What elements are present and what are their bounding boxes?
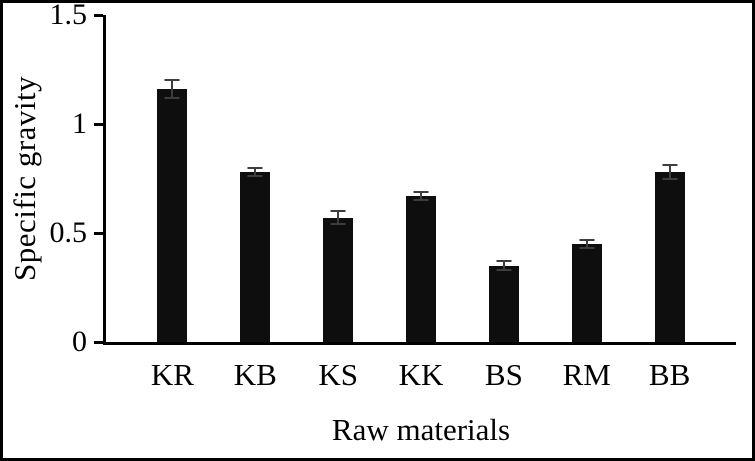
y-tick-mark — [94, 341, 103, 344]
bar-KS — [323, 217, 354, 342]
x-tick-label-KK: KK — [398, 357, 444, 392]
bar-cell-KB — [214, 15, 297, 342]
y-axis: 0 0.5 1 1.5 — [3, 3, 103, 357]
bar-cell-KR — [131, 15, 214, 342]
x-tick-label-BB: BB — [648, 357, 691, 392]
y-tick-label-0: 0 — [72, 325, 87, 358]
error-cap-bottom-BB — [662, 177, 678, 180]
error-bar-BS — [502, 261, 505, 271]
x-tick-label-KB: KB — [233, 357, 277, 392]
error-cap-bottom-RM — [579, 247, 595, 250]
error-cap-bottom-BS — [496, 269, 512, 272]
bar-cell-RM — [545, 15, 628, 342]
bar-RM — [571, 243, 602, 342]
error-bar-KK — [420, 191, 422, 201]
bar-cell-BB — [628, 15, 711, 342]
x-tick-label-KS: KS — [318, 357, 358, 392]
error-cap-top-RM — [579, 238, 595, 241]
bar-KB — [240, 171, 271, 342]
error-cap-bottom-KB — [247, 175, 263, 178]
y-tick-mark — [94, 231, 103, 235]
plot-area — [103, 15, 736, 345]
error-cap-top-KS — [330, 210, 346, 213]
y-tick-label-0.5: 0.5 — [49, 216, 88, 249]
bar-BS — [488, 265, 519, 342]
error-bar-BB — [668, 165, 671, 179]
error-cap-top-BB — [662, 164, 678, 167]
error-cap-top-KR — [164, 79, 180, 82]
y-tick-mark — [94, 122, 103, 126]
y-tick-mark — [94, 14, 103, 17]
bar-cell-KS — [297, 15, 380, 342]
bar-KK — [406, 195, 436, 342]
x-axis-title: Raw materials — [331, 412, 511, 447]
bar-cell-BS — [462, 15, 545, 342]
error-bar-RM — [585, 239, 588, 249]
error-cap-top-KK — [413, 190, 429, 193]
x-axis-labels: KR KB KS KK BS RM BB — [106, 356, 736, 393]
x-tick-label-BS: BS — [484, 357, 523, 392]
y-tick-label-1: 1 — [72, 107, 87, 140]
error-cap-bottom-KS — [330, 223, 346, 226]
x-tick-label-RM: RM — [562, 357, 611, 392]
x-tick-label-KR: KR — [150, 357, 194, 392]
error-cap-top-KB — [247, 166, 263, 169]
error-bar-KB — [254, 167, 257, 177]
error-bar-KS — [337, 211, 340, 225]
y-tick-label-1.5: 1.5 — [49, 0, 88, 31]
error-cap-bottom-KK — [413, 199, 429, 202]
error-cap-bottom-KR — [164, 96, 180, 99]
bar-KR — [157, 89, 188, 342]
error-bar-KR — [171, 80, 174, 98]
error-cap-top-BS — [496, 260, 512, 263]
bar-BB — [654, 171, 685, 342]
bar-cell-KK — [380, 15, 463, 342]
